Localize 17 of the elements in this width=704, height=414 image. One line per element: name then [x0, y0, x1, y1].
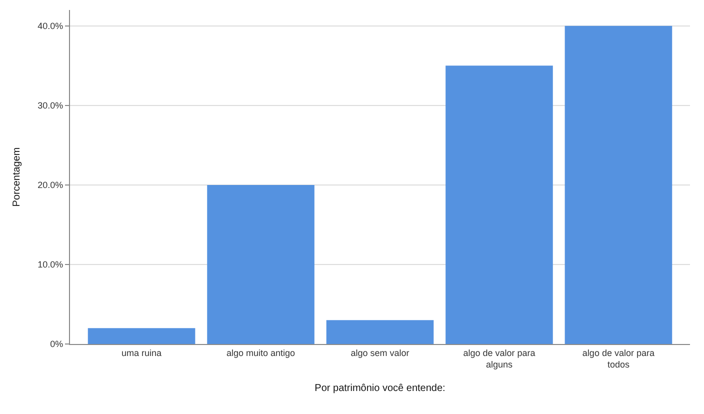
y-tick-label: 30.0% [38, 100, 64, 111]
x-tick-label: algo de valor para alguns [463, 348, 536, 370]
bar [564, 26, 672, 344]
x-tick-label: algo de valor para todos [582, 348, 654, 370]
y-tick-label: 40.0% [38, 21, 64, 32]
y-axis-title: Porcentagem [12, 147, 23, 207]
x-tick-label: algo sem valor [350, 348, 410, 358]
bar [326, 320, 434, 344]
bar [88, 328, 196, 344]
y-tick-label: 0% [50, 339, 64, 350]
y-tick-label: 20.0% [38, 180, 64, 190]
x-tick-label: uma ruina [122, 348, 162, 358]
x-axis-title: Por patrimônio você entende: [314, 383, 446, 394]
x-tick-label: algo muito antigo [226, 348, 296, 358]
y-tick-label: 10.0% [38, 260, 64, 270]
bar [446, 66, 553, 344]
bar [207, 184, 314, 344]
